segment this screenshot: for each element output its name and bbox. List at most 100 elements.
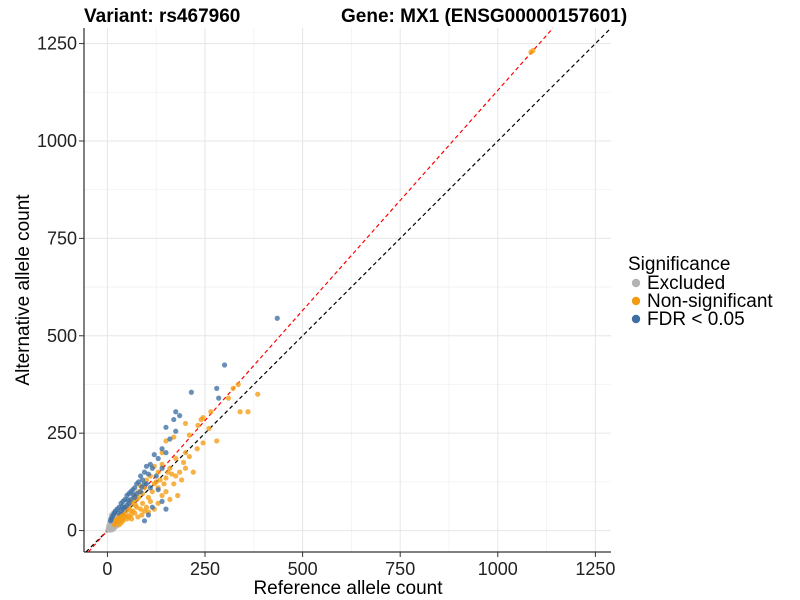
point-non-significant [173, 473, 179, 479]
legend-swatch-non-significant [631, 296, 641, 306]
point-non-significant [163, 489, 169, 495]
point-non-significant [127, 507, 133, 513]
point-non-significant [198, 416, 204, 423]
point-non-significant [163, 438, 169, 444]
y-tick-label: 250 [47, 423, 77, 443]
point-non-significant [237, 409, 243, 415]
point-non-significant [159, 450, 165, 456]
point-non-significant [200, 440, 206, 446]
point-non-significant [255, 391, 261, 397]
point-non-significant [129, 516, 135, 522]
x-tick-label: 750 [385, 559, 415, 579]
x-axis-title: Reference allele count [253, 578, 443, 599]
point-fdr-0-05 [141, 469, 148, 475]
point-non-significant [186, 453, 192, 460]
point-non-significant [165, 469, 171, 475]
point-non-significant [149, 489, 155, 495]
point-fdr-0-05 [139, 484, 145, 490]
point-fdr-0-05 [216, 395, 222, 401]
point-fdr-0-05 [214, 385, 220, 391]
legend-label-fdr: FDR < 0.05 [647, 309, 745, 330]
y-tick-label: 750 [47, 228, 77, 248]
point-fdr-0-05 [188, 389, 194, 395]
point-fdr-0-05 [130, 492, 136, 498]
point-fdr-0-05 [153, 473, 159, 479]
point-non-significant [159, 492, 165, 499]
point-non-significant [182, 465, 189, 471]
point-fdr-0-05 [107, 518, 114, 524]
point-fdr-0-05 [138, 489, 144, 495]
point-fdr-0-05 [155, 455, 161, 462]
x-tick-label: 1250 [575, 559, 615, 579]
point-non-significant [139, 512, 145, 518]
reference-line-identity [85, 27, 612, 553]
point-fdr-0-05 [171, 416, 177, 423]
point-non-significant [169, 471, 175, 477]
point-non-significant [136, 494, 142, 501]
point-fdr-0-05 [139, 477, 146, 483]
point-non-significant [214, 438, 220, 444]
point-fdr-0-05 [151, 452, 157, 458]
y-tick-label: 1250 [37, 34, 77, 54]
point-fdr-0-05 [173, 409, 179, 415]
point-non-significant [138, 506, 144, 512]
point-fdr-0-05 [145, 512, 152, 518]
point-non-significant [245, 409, 251, 415]
point-non-significant [225, 395, 232, 401]
point-fdr-0-05 [143, 481, 150, 487]
point-non-significant [182, 420, 189, 427]
point-non-significant [195, 422, 201, 428]
point-fdr-0-05 [163, 424, 169, 430]
title-gene: Gene: MX1 (ENSG00000157601) [341, 6, 627, 27]
y-tick-label: 500 [47, 326, 77, 346]
point-non-significant [167, 496, 173, 503]
point-fdr-0-05 [149, 504, 155, 510]
point-fdr-0-05 [141, 518, 148, 524]
point-fdr-0-05 [119, 503, 125, 510]
point-non-significant [230, 385, 236, 391]
point-excluded [109, 527, 115, 533]
point-non-significant [157, 477, 163, 483]
point-non-significant [182, 450, 189, 456]
point-fdr-0-05 [143, 463, 150, 469]
point-fdr-0-05 [221, 362, 228, 368]
y-tick-label: 0 [67, 521, 77, 541]
grid [84, 28, 611, 552]
point-non-significant [141, 508, 148, 514]
x-tick-label: 1000 [478, 559, 518, 579]
point-non-significant [167, 465, 173, 471]
point-non-significant [155, 469, 161, 475]
point-fdr-0-05 [173, 428, 179, 434]
legend-swatch-fdr [631, 314, 641, 324]
legend-title: Significance [628, 254, 730, 275]
point-non-significant [135, 514, 141, 520]
point-fdr-0-05 [159, 465, 165, 471]
point-non-significant [145, 494, 152, 501]
point-non-significant [139, 500, 146, 506]
point-fdr-0-05 [274, 315, 280, 321]
x-tick-label: 500 [288, 559, 318, 579]
y-axis-title: Alternative allele count [13, 194, 34, 386]
reference-lines [85, 27, 612, 553]
title-variant: Variant: rs467960 [84, 6, 240, 27]
legend: Significance Excluded Non-significant FD… [628, 254, 773, 330]
point-fdr-0-05 [145, 471, 152, 477]
point-fdr-0-05 [124, 492, 130, 499]
point-fdr-0-05 [159, 498, 165, 504]
point-non-significant [171, 434, 177, 440]
point-non-significant [163, 475, 169, 481]
y-tick-label: 1000 [37, 131, 77, 151]
point-non-significant [161, 481, 167, 487]
legend-label-non-significant: Non-significant [647, 291, 773, 312]
point-fdr-0-05 [163, 450, 169, 456]
legend-swatch-excluded [631, 278, 641, 288]
reference-line-fit [87, 27, 554, 553]
point-non-significant [153, 479, 159, 485]
point-non-significant [206, 425, 212, 432]
point-non-significant [147, 498, 153, 504]
point-non-significant [180, 459, 187, 465]
point-fdr-0-05 [125, 497, 131, 503]
point-non-significant [235, 381, 241, 388]
x-tick-label: 0 [102, 559, 112, 579]
